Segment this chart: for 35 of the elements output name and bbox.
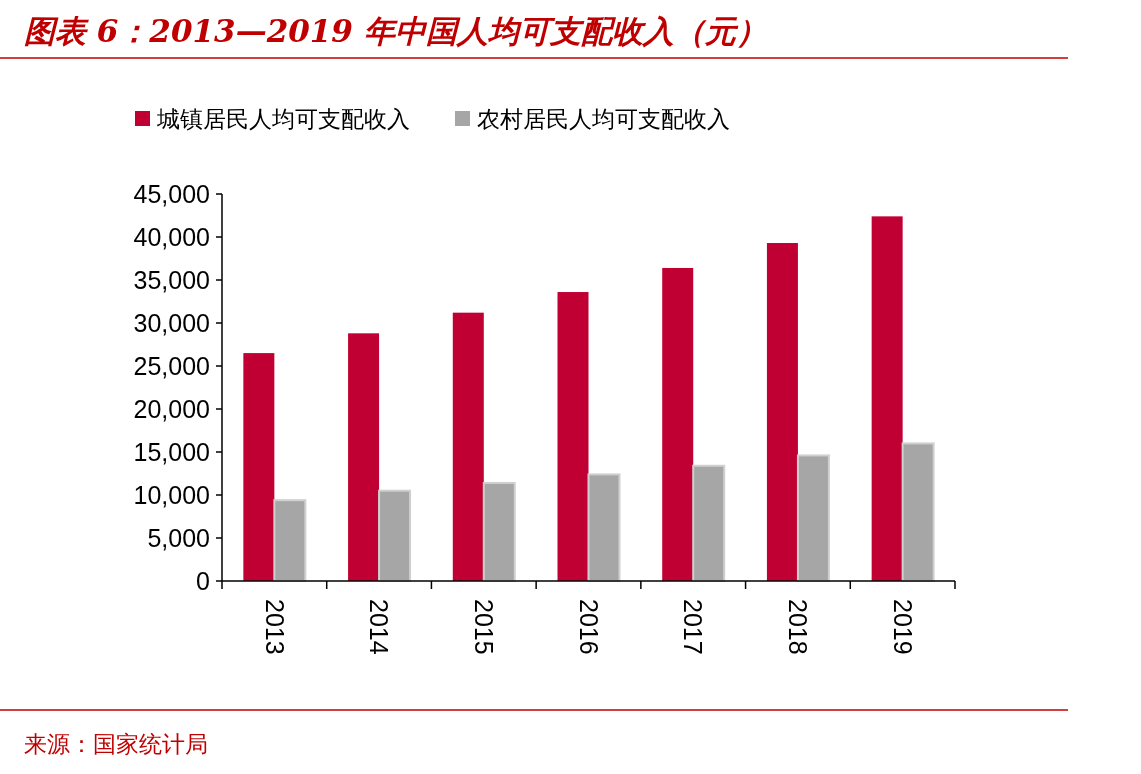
x-tick-label: 2013 <box>260 599 289 655</box>
chart-title: 图表 6：2013—2019 年中国人均可支配收入（元） <box>24 13 767 49</box>
x-tick-label: 2018 <box>784 599 813 655</box>
bar <box>587 473 621 582</box>
bar <box>766 243 798 581</box>
y-tick-label: 10,000 <box>133 480 210 509</box>
bar <box>482 481 516 582</box>
y-tick-label: 0 <box>196 566 210 595</box>
y-tick-label: 25,000 <box>133 351 210 380</box>
source-note: 来源：国家统计局 <box>24 731 208 757</box>
y-tick-label: 45,000 <box>133 179 210 208</box>
x-tick-label: 2019 <box>888 599 917 655</box>
bar <box>348 333 380 581</box>
y-tick-label: 35,000 <box>133 265 210 294</box>
x-tick-label: 2016 <box>574 599 603 655</box>
y-tick-label: 15,000 <box>133 437 210 466</box>
bar <box>273 499 307 582</box>
x-tick-label: 2014 <box>365 599 394 655</box>
bar <box>557 292 589 581</box>
x-tick-label: 2015 <box>470 599 499 655</box>
bar <box>796 454 830 582</box>
bar <box>692 464 726 582</box>
bar <box>452 312 484 581</box>
bar <box>662 267 694 581</box>
y-tick-label: 30,000 <box>133 308 210 337</box>
y-tick-label: 20,000 <box>133 394 210 423</box>
x-tick-label: 2017 <box>679 599 708 655</box>
y-tick-label: 5,000 <box>147 523 210 552</box>
legend-label: 农村居民人均可支配收入 <box>477 106 730 132</box>
bar <box>378 489 412 582</box>
legend-label: 城镇居民人均可支配收入 <box>156 106 410 132</box>
y-tick-label: 40,000 <box>133 222 210 251</box>
bar <box>243 353 275 581</box>
bar <box>901 442 935 582</box>
bar <box>871 216 903 581</box>
